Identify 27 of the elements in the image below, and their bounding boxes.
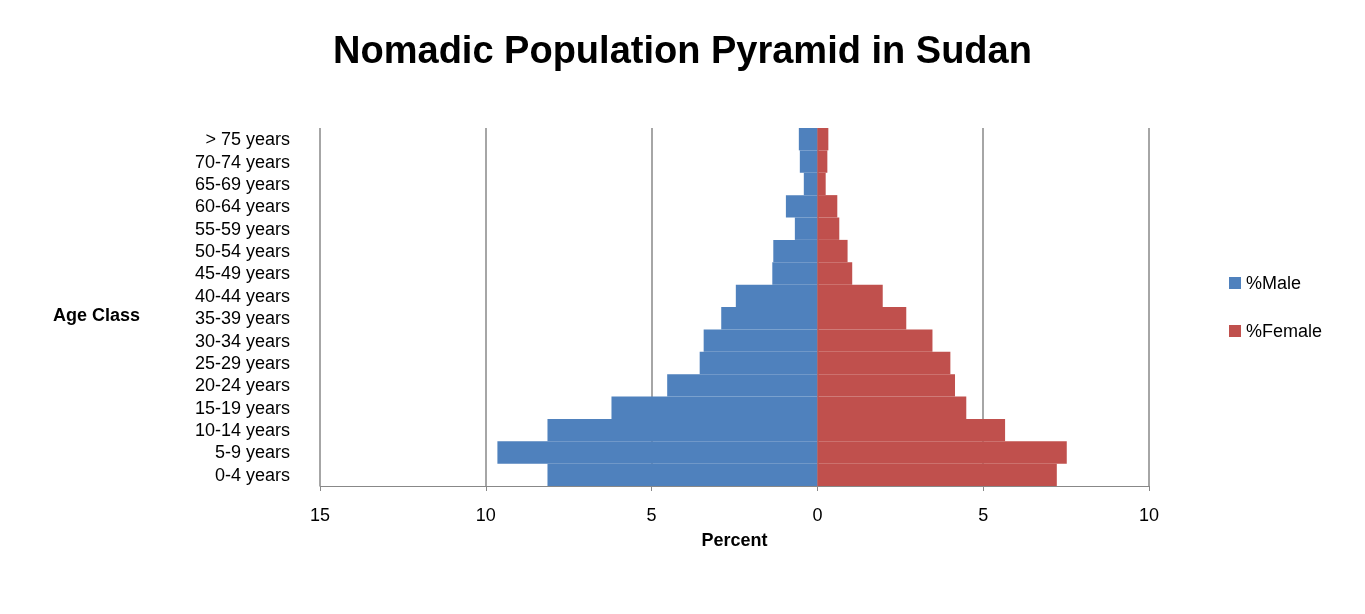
y-tick-label: 0-4 years (214, 464, 290, 485)
chart-title: Nomadic Population Pyramid in Sudan (333, 29, 1032, 71)
y-tick-label: 15-19 years (194, 397, 290, 418)
y-tick-label: 10-14 years (194, 420, 290, 441)
y-tick-label: 65-69 years (194, 173, 290, 194)
x-tick-label: 5 (646, 505, 657, 525)
y-tick-label: 35-39 years (194, 308, 290, 329)
x-axis-title: Percent (701, 530, 768, 550)
y-tick-label: 70-74 years (194, 151, 290, 172)
y-tick-label: 45-49 years (194, 263, 290, 284)
legend-label: %Male (1245, 273, 1302, 293)
y-tick-label: 60-64 years (194, 196, 290, 217)
y-axis-title: Age Class (53, 305, 141, 325)
x-tick-label: 5 (978, 505, 989, 525)
y-tick-label: 55-59 years (194, 218, 290, 239)
y-tick-label: > 75 years (205, 129, 290, 150)
y-tick-label: 50-54 years (194, 241, 290, 262)
x-tick-label: 15 (309, 505, 331, 525)
legend-label: %Female (1245, 321, 1323, 341)
x-tick-label: 0 (812, 505, 823, 525)
y-tick-label: 5-9 years (214, 442, 290, 463)
y-tick-label: 20-24 years (194, 375, 290, 396)
x-tick-label: 10 (475, 505, 496, 525)
y-tick-label: 25-29 years (194, 352, 290, 373)
x-tick-label: 10 (1138, 505, 1160, 525)
y-tick-label: 40-44 years (194, 285, 290, 306)
y-tick-label: 30-34 years (194, 330, 290, 351)
